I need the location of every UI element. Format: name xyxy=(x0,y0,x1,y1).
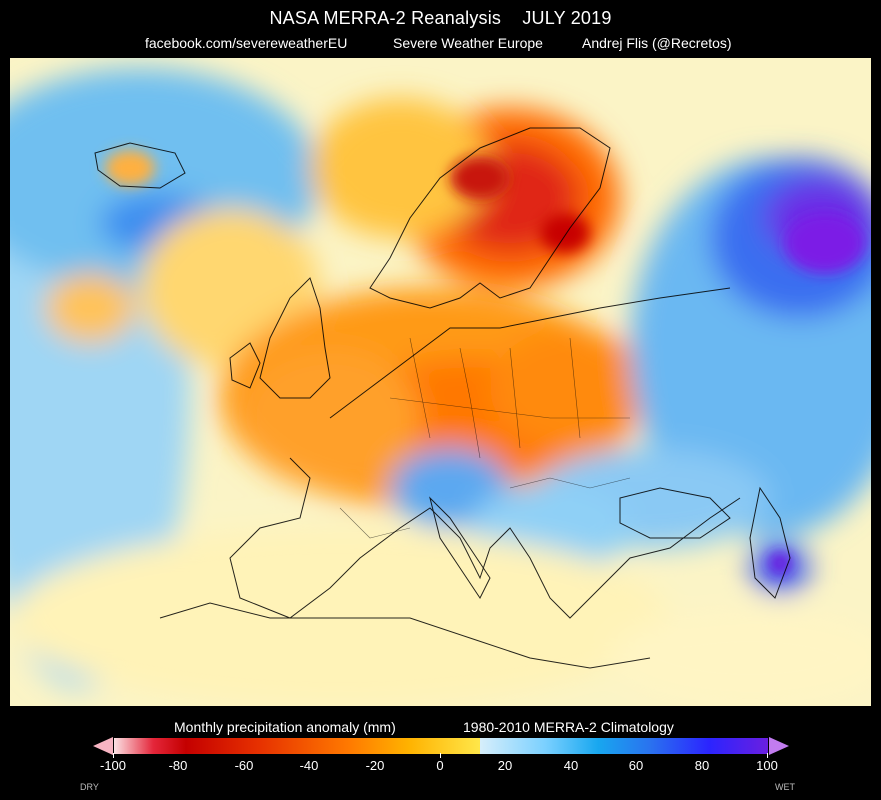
colorbar-wet-extension xyxy=(769,737,789,755)
urals-peak-wet xyxy=(785,213,865,273)
colorbar xyxy=(113,737,769,755)
tick-label: 100 xyxy=(756,758,778,773)
italy-coast xyxy=(429,496,491,599)
credit-author: Andrej Flis (@Recretos) xyxy=(582,35,732,51)
country-borders xyxy=(339,337,631,539)
north-africa-dry xyxy=(10,528,670,706)
wet-label: WET xyxy=(775,782,795,792)
tick-label: -60 xyxy=(234,758,254,773)
caspian-coast xyxy=(749,486,791,599)
tick-label: 80 xyxy=(694,758,710,773)
tick-label: -40 xyxy=(299,758,319,773)
finland-peak-dry xyxy=(540,213,590,253)
tick-label: -100 xyxy=(99,758,127,773)
legend-climatology-label: 1980-2010 MERRA-2 Climatology xyxy=(463,719,674,735)
coastlines xyxy=(94,127,791,669)
norway-peak-dry xyxy=(450,156,510,200)
title-period: JULY 2019 xyxy=(522,8,612,28)
tick-mark xyxy=(440,753,441,758)
north-africa-coast xyxy=(159,602,651,669)
tick-label: -20 xyxy=(365,758,385,773)
middle-east-dry xyxy=(610,608,871,706)
title-source: NASA MERRA-2 Reanalysis xyxy=(269,8,502,28)
tick-label: 0 xyxy=(436,758,444,773)
credit-facebook: facebook.com/severeweatherEU xyxy=(145,35,348,51)
tick-mark xyxy=(767,753,768,758)
scandinavia-coast xyxy=(369,127,611,309)
continent-coast xyxy=(229,287,741,619)
norwegian-sea-dry xyxy=(310,98,490,238)
iceland-coast xyxy=(94,142,186,189)
britain-coast xyxy=(259,277,331,399)
tick-label: -80 xyxy=(168,758,188,773)
map-title: NASA MERRA-2 Reanalysis JULY 2019 xyxy=(0,8,881,29)
colorbar-dry-extension xyxy=(93,737,113,755)
atlantic-dry-patch xyxy=(45,273,135,343)
legend-variable-label: Monthly precipitation anomaly (mm) xyxy=(174,719,396,735)
ireland-coast xyxy=(229,342,261,389)
tick-mark xyxy=(113,753,114,758)
tick-label: 60 xyxy=(628,758,644,773)
tick-label: 20 xyxy=(497,758,513,773)
dry-label: DRY xyxy=(80,782,99,792)
precipitation-anomaly-map xyxy=(10,58,871,706)
credit-organization: Severe Weather Europe xyxy=(393,35,543,51)
black-sea-coast xyxy=(619,487,731,539)
tick-label: 40 xyxy=(563,758,579,773)
iceland-dry xyxy=(105,150,155,186)
